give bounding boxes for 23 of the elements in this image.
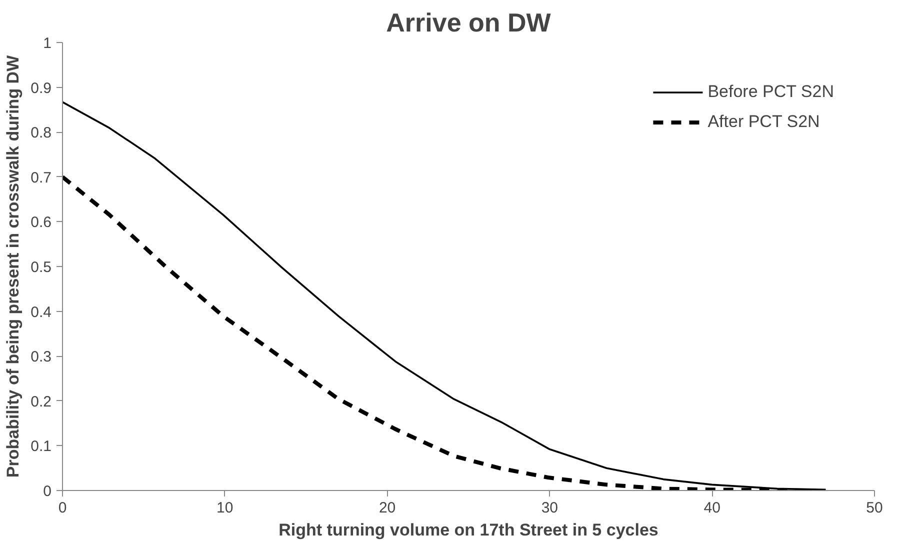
- x-tick-label: 0: [58, 500, 67, 516]
- y-tick-label: 0.8: [30, 124, 52, 142]
- x-tick-label: 30: [541, 500, 558, 516]
- y-tick-label: 0.5: [30, 259, 52, 276]
- y-tick-label: 0.7: [30, 169, 52, 186]
- y-tick-label: 0: [43, 483, 52, 500]
- y-tick-label: 0.1: [30, 438, 52, 456]
- y-tick-label: 0.3: [30, 348, 52, 366]
- x-tick-label: 10: [216, 500, 234, 516]
- y-axis-title: Probability of being present in crosswalk during DW: [4, 54, 23, 478]
- line-series: [62, 101, 827, 490]
- legend-label: Before PCT S2N: [708, 82, 834, 102]
- x-tick-label: 50: [866, 500, 883, 516]
- x-axis-title: Right turning volume on 17th Street in 5 cycles: [278, 520, 658, 540]
- chart-title: Arrive on DW: [386, 8, 552, 38]
- y-tick-label: 0.9: [30, 80, 52, 97]
- x-tick-label: 40: [704, 500, 720, 516]
- y-tick-label: 1: [43, 35, 52, 52]
- y-tick-label: 0.6: [30, 214, 52, 232]
- legend-label: After PCT S2N: [708, 112, 820, 132]
- y-tick-label: 0.4: [30, 304, 52, 321]
- y-tick-label: 0.2: [30, 393, 52, 410]
- x-tick-label: 20: [378, 500, 396, 516]
